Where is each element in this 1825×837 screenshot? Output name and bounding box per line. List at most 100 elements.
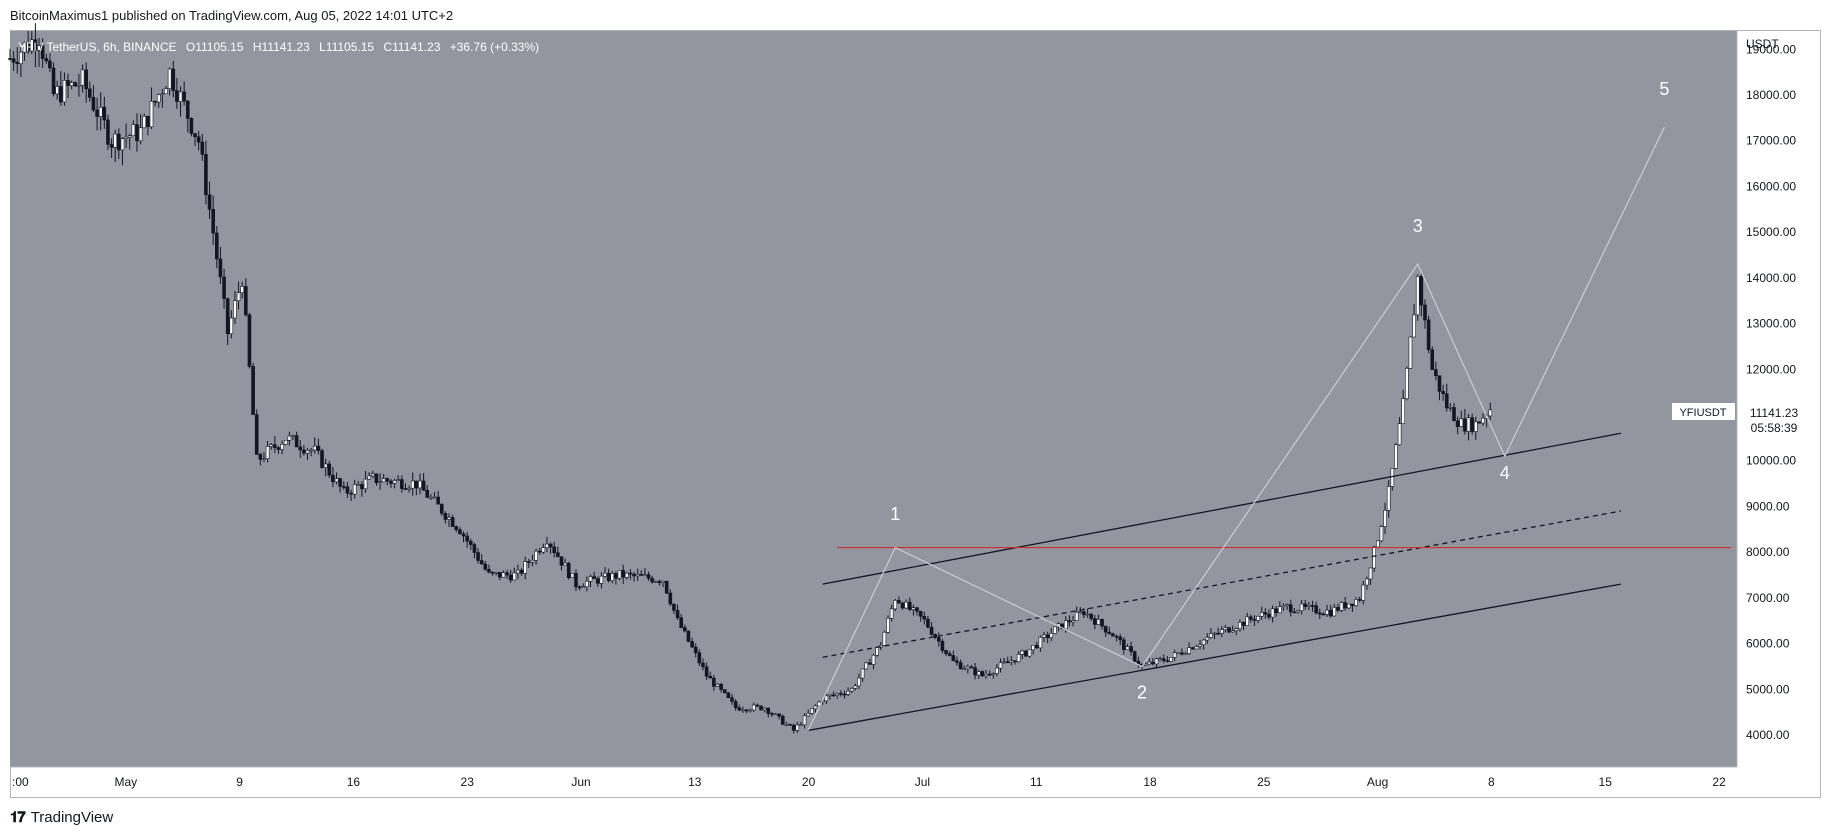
price-tick-label: 5000.00 xyxy=(1746,682,1790,696)
candle-body xyxy=(900,602,905,609)
candle-body xyxy=(987,673,992,676)
candle-body xyxy=(1024,650,1028,657)
candle-body xyxy=(153,100,157,103)
candle-body xyxy=(1285,604,1289,607)
candle-body xyxy=(316,445,321,451)
candle-body xyxy=(156,94,161,103)
price-tick-label: 17000.00 xyxy=(1746,134,1796,148)
candle-body xyxy=(371,473,375,477)
candle-body xyxy=(91,97,96,111)
candle-body xyxy=(436,496,440,505)
candle-body xyxy=(233,300,237,319)
candle-body xyxy=(1227,627,1231,633)
candle-body xyxy=(697,652,702,664)
candle-body xyxy=(334,478,339,483)
symbol-tag-text: YFIUSDT xyxy=(1679,407,1726,419)
candle-body xyxy=(1132,651,1137,662)
candle-body xyxy=(432,496,437,499)
candle-body xyxy=(806,713,810,717)
candle-body xyxy=(305,450,310,454)
price-tick-label: 13000.00 xyxy=(1746,317,1796,331)
candle-body xyxy=(131,124,136,137)
candle-body xyxy=(828,694,832,697)
plot-background[interactable] xyxy=(10,31,1737,767)
candle-body xyxy=(1372,546,1376,569)
candle-body xyxy=(835,693,840,696)
wave-label-4: 4 xyxy=(1500,463,1510,483)
time-tick-label: 20 xyxy=(802,775,816,789)
time-axis[interactable]: :00 May 9 16 23 Jun 13 20 Jul 11 18 25 Aug 8 15 22 xyxy=(10,766,1737,789)
candle-body xyxy=(744,709,749,712)
low-label: L xyxy=(319,40,326,54)
candle-body xyxy=(552,546,557,554)
candle-body xyxy=(1481,417,1485,424)
candle-body xyxy=(1332,607,1337,617)
candle-body xyxy=(1488,409,1493,417)
price-tick-label: 15000.00 xyxy=(1746,225,1796,239)
candle-body xyxy=(1343,602,1347,609)
candle-body xyxy=(1270,608,1275,618)
candle-body xyxy=(1245,616,1249,626)
candle-body xyxy=(1118,636,1123,641)
candle-body xyxy=(1165,660,1170,662)
candle-body xyxy=(146,115,150,128)
high-value: 11141.23 xyxy=(262,40,311,54)
candle-body xyxy=(846,690,850,695)
candle-body xyxy=(534,550,538,561)
candle-body xyxy=(548,543,553,548)
candle-body xyxy=(1114,635,1119,638)
candle-body xyxy=(508,574,513,581)
time-tick-label: Aug xyxy=(1367,775,1388,789)
candle-body xyxy=(1314,605,1318,614)
candle-body xyxy=(1147,661,1152,665)
candle-body xyxy=(258,454,263,460)
candle-body xyxy=(363,478,368,490)
candle-body xyxy=(505,572,509,576)
candle-body xyxy=(367,475,371,480)
candle-body xyxy=(1292,611,1297,614)
candle-body xyxy=(127,135,132,138)
candle-body xyxy=(683,627,687,632)
footer-brand[interactable]: 𝟏𝟕 TradingView xyxy=(10,809,113,826)
candle-body xyxy=(1103,625,1108,633)
candle-body xyxy=(1190,647,1195,650)
candle-body xyxy=(1426,319,1431,351)
candle-body xyxy=(1368,567,1373,580)
price-tick-label: 14000.00 xyxy=(1746,271,1796,285)
candle-body xyxy=(795,724,800,731)
candle-body xyxy=(378,481,382,484)
candle-body xyxy=(1045,634,1050,638)
candle-body xyxy=(11,58,16,63)
candle-body xyxy=(527,561,531,563)
candle-body xyxy=(1220,629,1224,634)
candle-body xyxy=(748,709,752,712)
candle-body xyxy=(167,68,172,90)
candle-body xyxy=(588,576,593,582)
candle-body xyxy=(766,707,771,714)
candle-body xyxy=(875,646,879,656)
candle-body xyxy=(403,488,408,490)
candle-body xyxy=(211,209,215,234)
candle-body xyxy=(621,570,625,578)
candle-body xyxy=(810,708,814,714)
candle-body xyxy=(650,578,654,583)
price-axis[interactable]: USDT 19000.00 18000.00 17000.00 16000.00 150… xyxy=(1672,30,1808,767)
candle-body xyxy=(73,82,78,87)
symbol-tag-background xyxy=(1672,403,1735,420)
candle-body xyxy=(712,677,716,687)
candle-body xyxy=(1031,645,1035,651)
candle-body xyxy=(1394,444,1398,469)
candle-body xyxy=(407,487,411,490)
candle-body xyxy=(770,713,774,715)
candle-body xyxy=(991,673,996,675)
candle-body xyxy=(44,58,49,62)
candle-body xyxy=(200,141,205,155)
candle-body xyxy=(40,45,45,59)
candle-body xyxy=(853,685,858,689)
candle-body xyxy=(523,561,527,574)
candle-body xyxy=(802,715,807,726)
candle-body xyxy=(95,109,99,117)
candle-body xyxy=(973,667,977,676)
candle-body xyxy=(995,667,999,674)
